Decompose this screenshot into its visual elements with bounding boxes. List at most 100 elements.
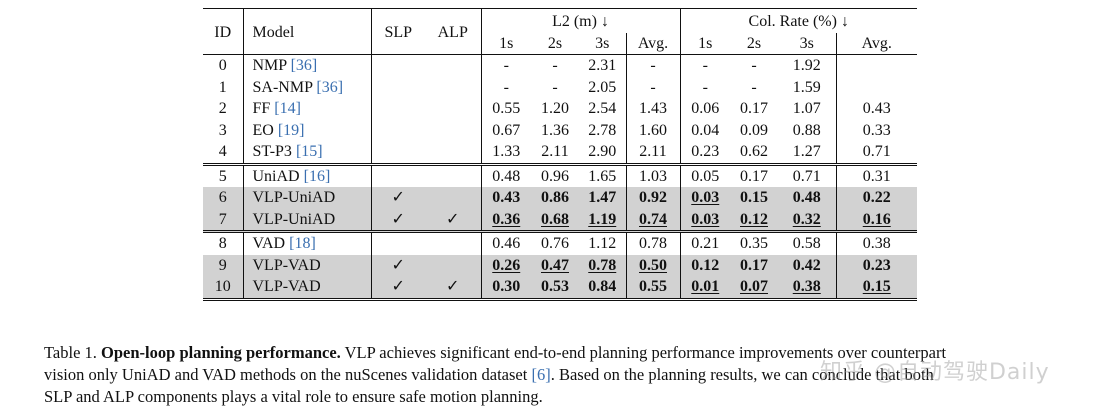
cell-value: - bbox=[702, 78, 708, 96]
cell-col-1s: 0.05 bbox=[679, 162, 730, 187]
cell-l2-1s: 0.48 bbox=[480, 162, 531, 187]
cell-col-1s: 0.21 bbox=[679, 230, 730, 255]
cell-model: VLP-UniAD bbox=[242, 187, 371, 209]
cell-value: 0.03 bbox=[691, 189, 720, 206]
cell-value: 0.48 bbox=[492, 167, 521, 185]
cell-value: 0.33 bbox=[862, 121, 891, 139]
cell-alp bbox=[425, 77, 481, 99]
cell-value: 1.33 bbox=[492, 143, 521, 160]
cell-col-3s: 1.27 bbox=[778, 141, 836, 164]
model-citation[interactable]: [36] bbox=[290, 57, 318, 74]
cell-value: 2.78 bbox=[588, 121, 617, 139]
cell-col-3s: 1.92 bbox=[778, 54, 836, 77]
cell-slp: ✓ bbox=[370, 276, 425, 301]
cell-value: 0.92 bbox=[639, 189, 667, 206]
header-l2-2s: 2s bbox=[547, 34, 563, 52]
cell-l2-avg: - bbox=[625, 76, 680, 98]
header-l2-1s: 1s bbox=[480, 32, 531, 55]
cell-l2-2s: 0.76 bbox=[531, 230, 579, 255]
cell-l2-3s: 2.54 bbox=[579, 98, 626, 120]
cell-col-avg: 0.38 bbox=[835, 230, 917, 255]
cell-value: 0.36 bbox=[492, 210, 521, 228]
model-citation[interactable]: [16] bbox=[303, 167, 331, 185]
cell-value: 0.21 bbox=[691, 235, 720, 252]
model-citation[interactable]: [14] bbox=[274, 100, 301, 117]
caption-citation[interactable]: [6] bbox=[531, 365, 551, 384]
cell-l2-2s: - bbox=[531, 77, 579, 99]
cell-value: 2.90 bbox=[588, 143, 617, 160]
cell-l2-1s: 0.30 bbox=[480, 276, 531, 301]
cell-slp bbox=[370, 162, 425, 187]
cell-col-3s: 0.32 bbox=[778, 208, 836, 232]
cell-value: 0.38 bbox=[862, 235, 891, 252]
cell-id: 8 bbox=[203, 230, 243, 255]
cell-l2-avg: 1.03 bbox=[625, 162, 680, 187]
model-citation[interactable]: [36] bbox=[316, 78, 344, 96]
cell-value: 2.11 bbox=[639, 143, 667, 160]
cell-value: - bbox=[552, 57, 558, 74]
cell-value: 0.06 bbox=[691, 100, 720, 117]
cell-col-avg: 0.33 bbox=[835, 119, 917, 141]
cell-slp: ✓ bbox=[370, 208, 425, 232]
model-citation[interactable]: [18] bbox=[289, 235, 316, 252]
cell-alp bbox=[425, 120, 481, 142]
cell-value: 1.07 bbox=[792, 100, 821, 117]
table-row: 1 SA-NMP [36] - - 2.05 - - - 1.59 bbox=[203, 76, 917, 99]
cell-value: 0.86 bbox=[541, 189, 569, 206]
cell-l2-3s: 2.78 bbox=[579, 120, 626, 142]
cell-value: 2.11 bbox=[541, 143, 569, 160]
caption-title: Open-loop planning performance. bbox=[101, 343, 341, 362]
cell-value: - bbox=[503, 57, 509, 74]
cell-model: NMP [36] bbox=[242, 54, 371, 77]
cell-value: - bbox=[751, 78, 757, 96]
cell-value: 1.43 bbox=[639, 100, 667, 117]
cell-value: 0.03 bbox=[691, 210, 720, 228]
cell-alp: ✓ bbox=[425, 208, 481, 232]
cell-col-1s: 0.06 bbox=[679, 98, 730, 120]
cell-l2-2s: 1.20 bbox=[531, 98, 579, 120]
cell-value: 0.16 bbox=[862, 210, 891, 228]
table-row: 0 NMP [36] - -2.31- - -1.92 bbox=[203, 54, 917, 77]
table-row: 7 VLP-UniAD ✓ ✓ 0.36 0.68 1.19 0.74 0.03 0.12 0.32… bbox=[203, 208, 917, 232]
cell-col-3s: 0.71 bbox=[778, 162, 836, 187]
cell-slp bbox=[370, 98, 425, 120]
results-table: ID Model SLP ALP L2 (m) ↓ Col. Rate (%) … bbox=[203, 8, 917, 301]
cell-value: 0.68 bbox=[541, 210, 569, 228]
model-name: SA-NMP bbox=[252, 78, 317, 96]
cell-value: 0.67 bbox=[492, 121, 521, 139]
cell-model: EO [19] bbox=[242, 119, 371, 141]
cell-l2-3s: 0.84 bbox=[579, 276, 626, 301]
caption-line1-text: VLP achieves significant end-to-end plan… bbox=[340, 343, 947, 362]
cell-value: 1.19 bbox=[588, 210, 617, 228]
cell-id: 9 bbox=[203, 254, 243, 276]
cell-col-1s: - bbox=[679, 76, 730, 98]
model-citation[interactable]: [15] bbox=[295, 143, 323, 160]
cell-value: 0.07 bbox=[740, 278, 768, 295]
cell-alp bbox=[425, 230, 481, 255]
header-row-sub: 1s 2s 3s Avg. 1s 2s 3s Avg. bbox=[203, 32, 917, 55]
caption-line-2: vision only UniAD and VAD methods on the… bbox=[44, 364, 1084, 386]
header-alp: ALP bbox=[425, 8, 481, 55]
cell-col-avg: 0.43 bbox=[835, 98, 917, 120]
cell-slp bbox=[370, 54, 425, 77]
cell-value: 0.31 bbox=[862, 167, 891, 185]
cell-slp bbox=[370, 141, 425, 164]
cell-value: 1.03 bbox=[639, 167, 667, 185]
cell-alp bbox=[425, 162, 481, 187]
model-name: VLP-VAD bbox=[252, 278, 321, 295]
caption-line2-text-b: . Based on the planning results, we can … bbox=[550, 365, 934, 384]
cell-col-2s: 0.35 bbox=[730, 230, 778, 255]
model-citation[interactable]: [19] bbox=[277, 121, 305, 139]
cell-value: 0.46 bbox=[492, 235, 521, 252]
cell-col-avg: 0.15 bbox=[835, 276, 917, 301]
cell-id: 5 bbox=[203, 162, 243, 187]
header-col-avg: Avg. bbox=[835, 32, 917, 55]
cell-value: 0.55 bbox=[639, 278, 667, 295]
model-name: ST-P3 bbox=[252, 143, 296, 160]
cell-alp bbox=[425, 187, 481, 209]
cell-model: UniAD [16] bbox=[242, 162, 371, 187]
header-col-1s: 1s bbox=[679, 32, 730, 55]
cell-value: 1.12 bbox=[588, 235, 617, 252]
cell-value: 0.17 bbox=[740, 100, 768, 117]
cell-value: 1.60 bbox=[639, 121, 667, 139]
